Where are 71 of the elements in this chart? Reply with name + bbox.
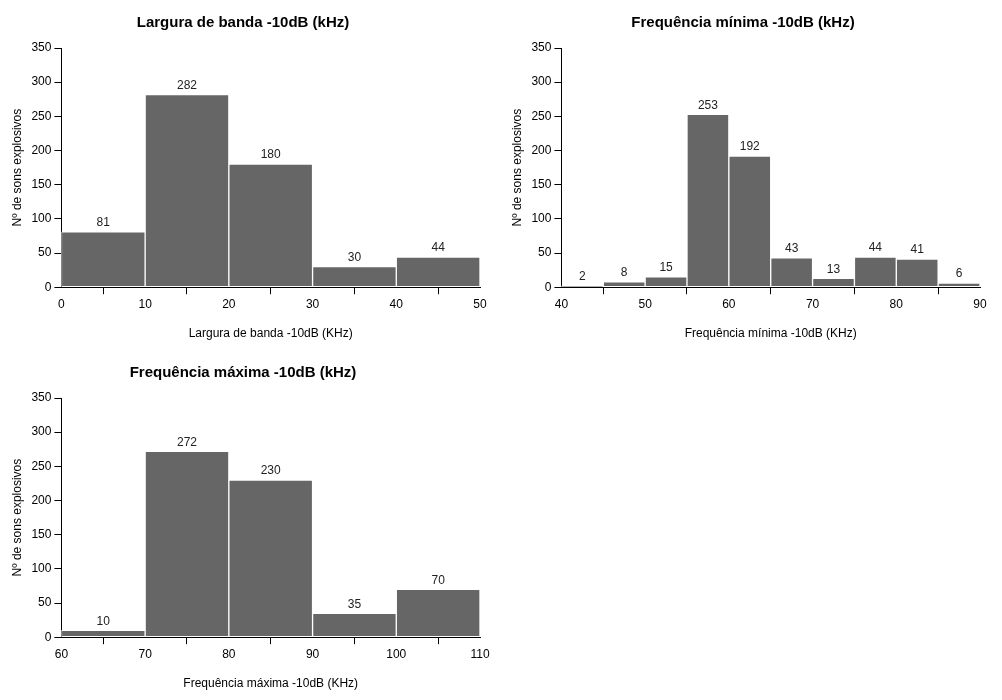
x-tick-label: 50	[473, 296, 487, 311]
y-tick-label: 250	[31, 108, 52, 123]
y-tick-label: 50	[538, 245, 552, 260]
y-tick-label: 250	[531, 108, 552, 123]
data-label: 30	[347, 250, 362, 265]
x-tick-label: 20	[222, 296, 236, 311]
y-tick-label: 50	[38, 595, 52, 610]
y-tick-label: 100	[531, 211, 552, 226]
data-label: 44	[431, 240, 446, 255]
y-axis-title: Nº de sons explosivos	[9, 458, 24, 577]
data-label: 35	[347, 596, 362, 611]
y-tick-label: 100	[31, 211, 52, 226]
x-axis-title: Largura de banda -10dB (KHz)	[188, 326, 353, 341]
y-tick-label: 150	[531, 177, 552, 191]
x-tick-label: 40	[554, 296, 569, 311]
x-tick-label: 10	[138, 296, 153, 311]
data-label: 230	[260, 463, 282, 478]
x-tick-label: 90	[973, 296, 987, 311]
data-label: 180	[260, 147, 282, 162]
x-axis-title: Frequência mínima -10dB (KHz)	[684, 326, 857, 341]
y-tick-label: 350	[31, 40, 52, 55]
x-tick-label: 80	[222, 646, 236, 661]
y-tick-label: 300	[31, 74, 52, 89]
data-label: 192	[739, 139, 761, 154]
y-tick-label: 250	[31, 458, 52, 473]
data-label: 44	[868, 240, 883, 255]
y-tick-label: 150	[31, 177, 52, 191]
y-axis-title: Nº de sons explosivos	[509, 108, 524, 227]
y-tick-label: 0	[544, 279, 552, 294]
x-tick-label: 30	[305, 296, 320, 311]
data-label: 2	[579, 269, 587, 284]
y-tick-label: 350	[531, 40, 552, 55]
chart-title: Largura de banda -10dB (kHz)	[136, 13, 350, 31]
y-tick-label: 150	[31, 527, 52, 541]
x-tick-label: 70	[805, 296, 820, 311]
data-label: 272	[176, 434, 198, 449]
data-label: 253	[697, 97, 719, 112]
x-tick-label: 90	[305, 646, 320, 661]
y-tick-label: 200	[31, 142, 52, 157]
y-tick-label: 50	[38, 245, 52, 260]
y-tick-label: 200	[31, 492, 52, 507]
x-tick-label: 60	[54, 646, 69, 661]
y-tick-label: 300	[31, 424, 52, 439]
data-label: 13	[826, 261, 841, 276]
data-label: 41	[910, 242, 925, 257]
data-label: 15	[659, 260, 674, 275]
x-tick-label: 100	[386, 646, 407, 661]
data-label: 43	[784, 241, 799, 256]
x-tick-label: 0	[58, 296, 66, 311]
x-tick-label: 60	[722, 296, 736, 311]
x-tick-label: 110	[470, 646, 490, 661]
x-axis-title: Frequência máxima -10dB (KHz)	[183, 676, 359, 691]
y-tick-label: 200	[531, 142, 552, 157]
data-label: 10	[96, 613, 111, 628]
x-tick-label: 80	[889, 296, 904, 311]
x-tick-label: 70	[138, 646, 153, 661]
data-label: 81	[96, 215, 111, 230]
chart-title: Frequência máxima -10dB (kHz)	[129, 363, 357, 381]
y-tick-label: 100	[31, 561, 52, 576]
y-tick-label: 0	[44, 279, 52, 294]
data-label: 70	[431, 572, 446, 587]
data-label: 6	[955, 266, 963, 281]
data-label: 282	[176, 77, 198, 92]
y-tick-label: 350	[31, 390, 52, 405]
y-tick-label: 0	[44, 629, 52, 644]
chart-title: Frequência mínima -10dB (kHz)	[631, 13, 855, 31]
x-tick-label: 40	[389, 296, 404, 311]
data-label: 8	[620, 265, 628, 280]
y-tick-label: 300	[531, 74, 552, 89]
y-axis-title: Nº de sons explosivos	[9, 108, 24, 227]
x-tick-label: 50	[638, 296, 653, 311]
